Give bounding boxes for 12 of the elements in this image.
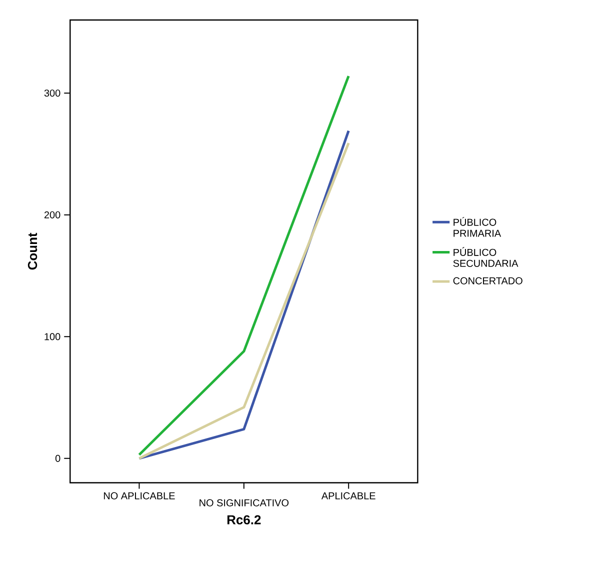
- legend-label: PÚBLICO SECUNDARIA: [453, 247, 518, 267]
- x-axis-title: Rc6.2: [227, 515, 261, 524]
- x-tick-label: NO SIGNIFICATIVO: [200, 499, 289, 506]
- y-tick-label: 300: [44, 90, 60, 97]
- y-axis-title: Count: [28, 232, 38, 270]
- legend-label: CONCERTADO: [453, 277, 522, 284]
- y-tick-label: 100: [44, 333, 60, 340]
- x-tick-label: NO APLICABLE: [104, 492, 175, 500]
- y-tick-label: 0: [55, 454, 60, 462]
- x-tick-label: APLICABLE: [321, 492, 376, 500]
- legend-label: PÚBLICO PRIMARIA: [454, 217, 502, 237]
- y-tick-label: 200: [44, 211, 60, 218]
